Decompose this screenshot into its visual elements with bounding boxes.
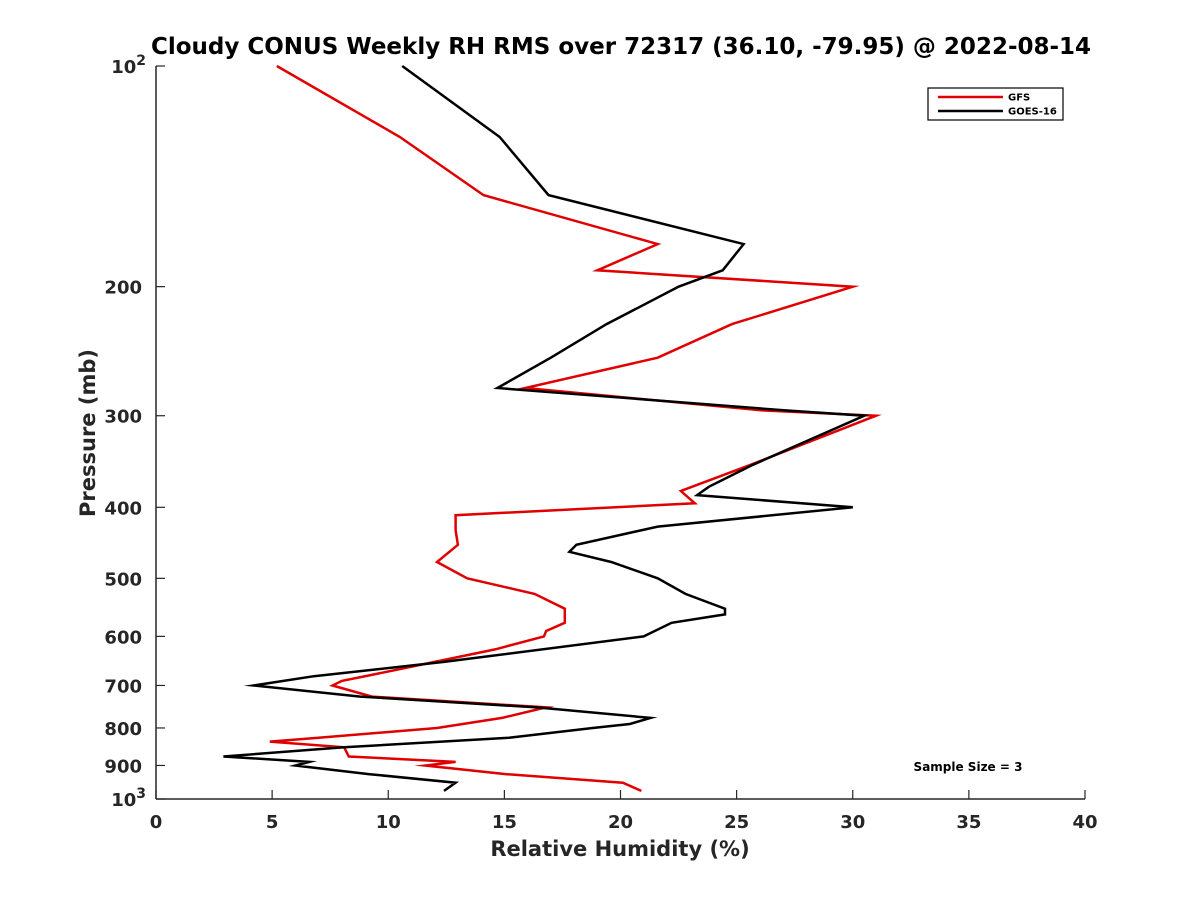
x-tick-label: 30 <box>840 812 865 833</box>
x-tick-label: 15 <box>492 812 517 833</box>
y-axis-label: Pressure (mb) <box>76 349 100 517</box>
x-tick-label: 35 <box>956 812 981 833</box>
series-line-goes-16 <box>223 64 870 792</box>
x-tick-label: 25 <box>724 812 749 833</box>
x-axis-label: Relative Humidity (%) <box>490 837 749 861</box>
y-tick-label: 300 <box>104 407 142 428</box>
y-tick-label: 103 <box>111 786 146 811</box>
y-tick-label: 400 <box>104 498 142 519</box>
chart-title: Cloudy CONUS Weekly RH RMS over 72317 (3… <box>151 34 1091 60</box>
axes: 0 5 10 15 20 25 30 35 40 102 200 300 400 500 600 700 800… <box>104 53 1097 833</box>
y-tick-label: 102 <box>111 53 146 78</box>
y-tick-label: 500 <box>104 569 142 590</box>
x-tick-label: 20 <box>608 812 633 833</box>
series-layer <box>223 64 882 793</box>
x-tick-label: 5 <box>266 812 279 833</box>
y-tick-label: 800 <box>104 719 142 740</box>
sample-size-annotation: Sample Size = 3 <box>914 760 1023 774</box>
legend-box <box>927 87 1064 121</box>
x-tick-label: 0 <box>150 812 163 833</box>
y-tick-label: 200 <box>104 278 142 299</box>
y-tick-label: 700 <box>104 676 142 697</box>
y-tick-label: 900 <box>104 756 142 777</box>
x-tick-label: 10 <box>376 812 401 833</box>
legend: GFS GOES-16 <box>927 87 1064 121</box>
series-line-gfs <box>269 64 882 793</box>
y-tick-label: 600 <box>104 627 142 648</box>
legend-label: GOES-16 <box>1008 107 1057 118</box>
x-tick-label: 40 <box>1072 812 1097 833</box>
legend-label: GFS <box>1008 93 1030 104</box>
